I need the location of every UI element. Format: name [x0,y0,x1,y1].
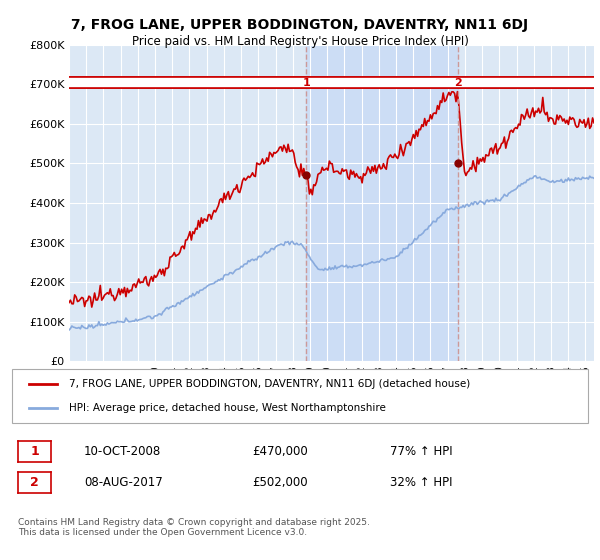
FancyBboxPatch shape [0,77,600,88]
Text: 08-AUG-2017: 08-AUG-2017 [84,475,163,489]
FancyBboxPatch shape [0,77,600,88]
Text: HPI: Average price, detached house, West Northamptonshire: HPI: Average price, detached house, West… [69,403,386,413]
FancyBboxPatch shape [13,369,587,423]
Text: Contains HM Land Registry data © Crown copyright and database right 2025.
This d: Contains HM Land Registry data © Crown c… [18,518,370,538]
Text: 1: 1 [30,445,39,458]
Text: 2: 2 [454,78,461,88]
Text: 7, FROG LANE, UPPER BODDINGTON, DAVENTRY, NN11 6DJ: 7, FROG LANE, UPPER BODDINGTON, DAVENTRY… [71,18,529,32]
Text: 2: 2 [30,475,39,489]
Text: 1: 1 [302,78,310,88]
Bar [306,45,458,361]
Text: Price paid vs. HM Land Registry's House Price Index (HPI): Price paid vs. HM Land Registry's House … [131,35,469,49]
Text: 32% ↑ HPI: 32% ↑ HPI [390,475,452,489]
Text: 10-OCT-2008: 10-OCT-2008 [84,445,161,458]
Text: 77% ↑ HPI: 77% ↑ HPI [390,445,452,458]
Text: £502,000: £502,000 [252,475,308,489]
Text: £470,000: £470,000 [252,445,308,458]
Text: 7, FROG LANE, UPPER BODDINGTON, DAVENTRY, NN11 6DJ (detached house): 7, FROG LANE, UPPER BODDINGTON, DAVENTRY… [69,379,470,389]
